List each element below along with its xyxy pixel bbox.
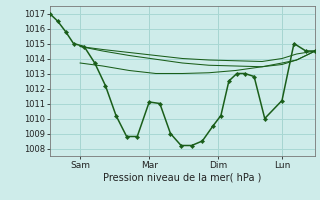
X-axis label: Pression niveau de la mer( hPa ): Pression niveau de la mer( hPa ) [103,173,261,183]
